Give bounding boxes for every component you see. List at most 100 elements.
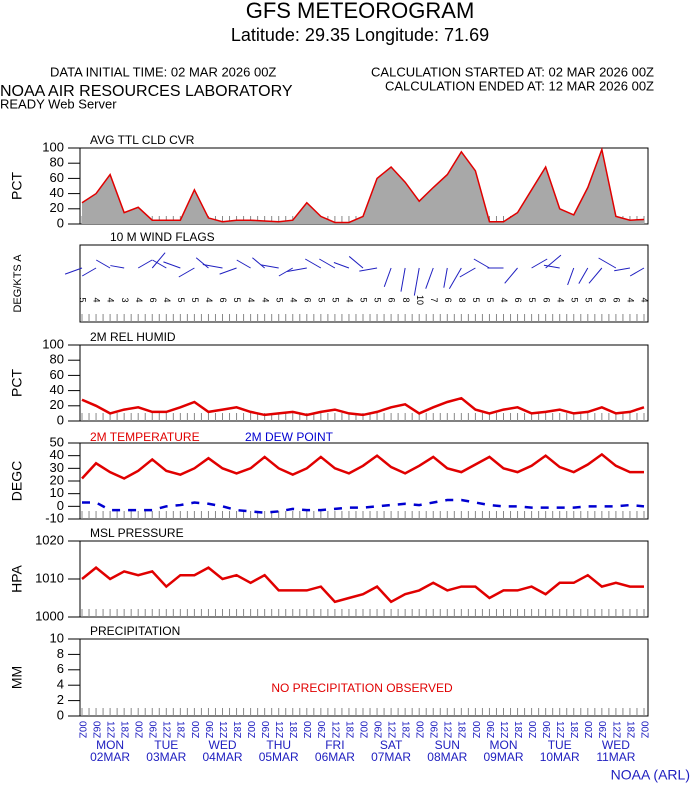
x-tick-label: 18Z	[456, 721, 467, 738]
x-tick-label: 18Z	[512, 721, 523, 738]
day-label: MON	[96, 738, 124, 752]
wind-barb	[578, 267, 589, 284]
panel-frame	[79, 244, 649, 323]
x-tick-label: 18Z	[231, 721, 242, 738]
day-label: 03MAR	[146, 750, 186, 764]
precip-note: NO PRECIPITATION OBSERVED	[271, 681, 453, 695]
wind-speed: 4	[162, 297, 172, 302]
y-tick-label: 50	[50, 434, 64, 449]
wind-speed: 6	[218, 297, 228, 302]
day-label: 04MAR	[202, 750, 242, 764]
y-tick-label: 1020	[35, 532, 64, 547]
wind-barb	[359, 267, 378, 272]
wind-barb	[252, 257, 265, 269]
wind-speed: 5	[274, 297, 284, 302]
wind-speed: 4	[204, 297, 214, 302]
wind-barb	[588, 267, 603, 284]
y-tick-label: 30	[50, 460, 64, 475]
x-tick-label: 00Z	[189, 721, 200, 738]
wind-speed: 4	[92, 297, 102, 302]
wind-speed: 5	[583, 297, 593, 302]
y-axis-label: DEGC	[9, 461, 25, 501]
wind-speed: 4	[106, 297, 116, 302]
wind-speed: 5	[331, 297, 341, 302]
wind-barb	[448, 267, 462, 290]
x-tick-label: 12Z	[161, 721, 172, 738]
y-axis-label: HPA	[9, 564, 25, 592]
y-tick-label: 60	[50, 367, 64, 382]
x-tick-label: 00Z	[414, 721, 425, 738]
wind-speed: 4	[640, 297, 650, 302]
x-tick-label: 00Z	[638, 721, 649, 738]
x-tick-label: 00Z	[301, 721, 312, 738]
wind-barb	[413, 267, 420, 296]
cloud-line	[81, 146, 645, 224]
wind-barb	[278, 267, 293, 277]
wind-barb	[81, 267, 97, 277]
y-tick-label: 0	[57, 215, 64, 230]
day-label: 08MAR	[427, 750, 467, 764]
x-tick-label: 12Z	[385, 721, 396, 738]
wind-speed: 4	[260, 297, 270, 302]
title: GFS METEOROGRAM	[246, 0, 475, 23]
day-label: WED	[602, 738, 630, 752]
y-tick-label: -10	[45, 510, 64, 525]
x-tick-label: 18Z	[400, 721, 411, 738]
wind-speed: 6	[513, 297, 523, 302]
y-tick-label: 0	[57, 412, 64, 427]
y-tick-label: 1010	[35, 570, 64, 585]
y-tick-label: 40	[50, 185, 64, 200]
day-label: 07MAR	[371, 750, 411, 764]
wind-speed: 4	[345, 297, 355, 302]
server: READY Web Server	[0, 96, 117, 111]
x-tick-label: 06Z	[203, 721, 214, 738]
wind-barb	[260, 264, 279, 269]
wind-barb	[64, 267, 83, 275]
y-axis-label: PCT	[9, 369, 25, 397]
x-tick-label: 06Z	[428, 721, 439, 738]
cloud-area	[82, 149, 644, 224]
init-time: DATA INITIAL TIME: 02 MAR 2026 00Z	[50, 64, 276, 79]
wind-barb	[473, 258, 490, 269]
panel-title: MSL PRESSURE	[90, 526, 184, 540]
wind-speed: 8	[457, 297, 467, 302]
wind-speed: 6	[541, 297, 551, 302]
wind-barb	[95, 259, 111, 269]
wind-barb	[614, 267, 631, 272]
series-line	[81, 565, 644, 604]
wind-barb	[567, 267, 575, 286]
wind-speed: 5	[373, 297, 383, 302]
x-tick-label: 18Z	[119, 721, 130, 738]
x-tick-label: 06Z	[315, 721, 326, 738]
x-tick-label: 00Z	[526, 721, 537, 738]
x-tick-label: 00Z	[245, 721, 256, 738]
panel-frame	[79, 638, 649, 717]
wind-speed: 5	[190, 297, 200, 302]
legend-entry: 2M DEW POINT	[245, 430, 334, 444]
x-tick-label: 06Z	[147, 721, 158, 738]
wind-speed: 7	[429, 297, 439, 302]
wind-speed: 4	[246, 297, 256, 302]
x-tick-label: 00Z	[133, 721, 144, 738]
day-label: 11MAR	[596, 750, 635, 764]
wind-speed: 5	[485, 297, 495, 302]
x-tick-label: 12Z	[217, 721, 228, 738]
x-tick-label: 00Z	[357, 721, 368, 738]
y-tick-label: 100	[42, 139, 64, 154]
x-tick-label: 18Z	[568, 721, 579, 738]
day-label: 05MAR	[259, 750, 299, 764]
wind-barb	[319, 258, 336, 269]
y-tick-label: 60	[50, 170, 64, 185]
y-tick-label: 0	[57, 498, 64, 513]
day-label: TUE	[154, 738, 178, 752]
wind-barb	[151, 252, 166, 269]
x-tick-label: 06Z	[540, 721, 551, 738]
series-line	[82, 498, 645, 514]
wind-barb	[219, 267, 237, 275]
wind-speed: 6	[597, 297, 607, 302]
y-tick-label: 10	[50, 630, 64, 645]
wind-speed: 8	[401, 297, 411, 302]
wind-barb	[443, 267, 448, 288]
wind-barb	[504, 267, 518, 284]
